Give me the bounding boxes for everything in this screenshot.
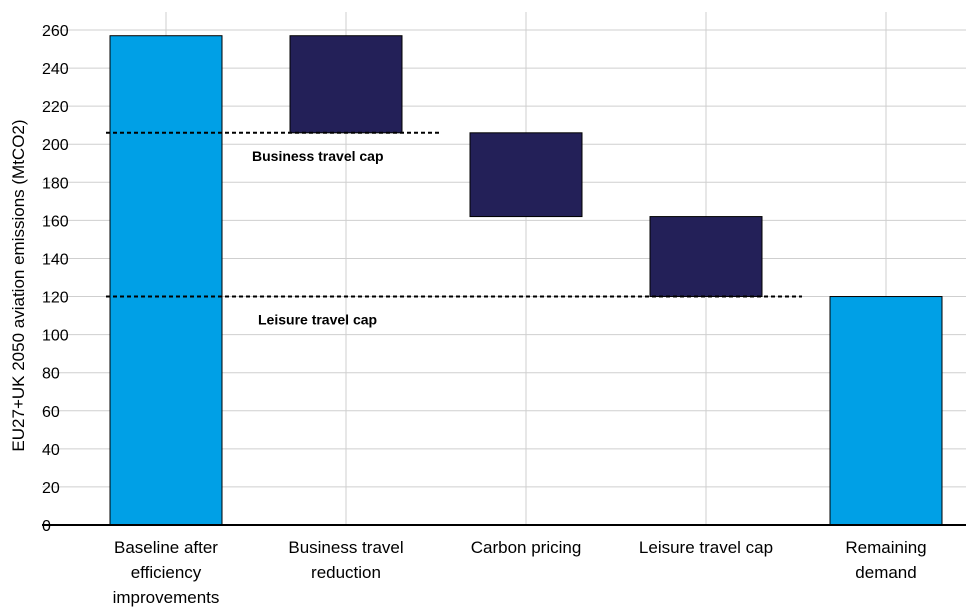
bar-reduction xyxy=(649,216,763,298)
y-tick-label: 120 xyxy=(42,290,69,307)
y-tick-label: 0 xyxy=(42,518,51,535)
bar-total xyxy=(829,296,943,526)
cap-label: Business travel cap xyxy=(252,148,384,164)
y-axis-label: EU27+UK 2050 aviation emissions (MtCO2) xyxy=(9,119,28,451)
category-label: Baseline after xyxy=(114,538,218,557)
y-tick-label: 140 xyxy=(42,251,69,268)
y-tick-label: 180 xyxy=(42,175,69,192)
category-label: demand xyxy=(855,563,916,582)
y-tick-label: 20 xyxy=(42,480,60,497)
bar-total xyxy=(109,35,223,526)
category-label: reduction xyxy=(311,563,381,582)
category-label: Remaining xyxy=(845,538,926,557)
y-tick-label: 200 xyxy=(42,137,69,154)
bar-reduction xyxy=(289,35,403,134)
y-tick-label: 80 xyxy=(42,366,60,383)
y-tick-label: 60 xyxy=(42,404,60,421)
category-label: Business travel xyxy=(288,538,403,557)
category-label: improvements xyxy=(113,588,220,607)
y-tick-label: 40 xyxy=(42,442,60,459)
y-tick-label: 220 xyxy=(42,99,69,116)
bar-reduction xyxy=(469,132,583,218)
cap-label: Leisure travel cap xyxy=(258,312,377,328)
y-tick-label: 100 xyxy=(42,328,69,345)
category-label: Carbon pricing xyxy=(471,538,582,557)
y-tick-label: 260 xyxy=(42,23,69,40)
category-label: Leisure travel cap xyxy=(639,538,773,557)
category-label: efficiency xyxy=(131,563,202,582)
y-tick-label: 160 xyxy=(42,213,69,230)
y-tick-label: 240 xyxy=(42,61,69,78)
